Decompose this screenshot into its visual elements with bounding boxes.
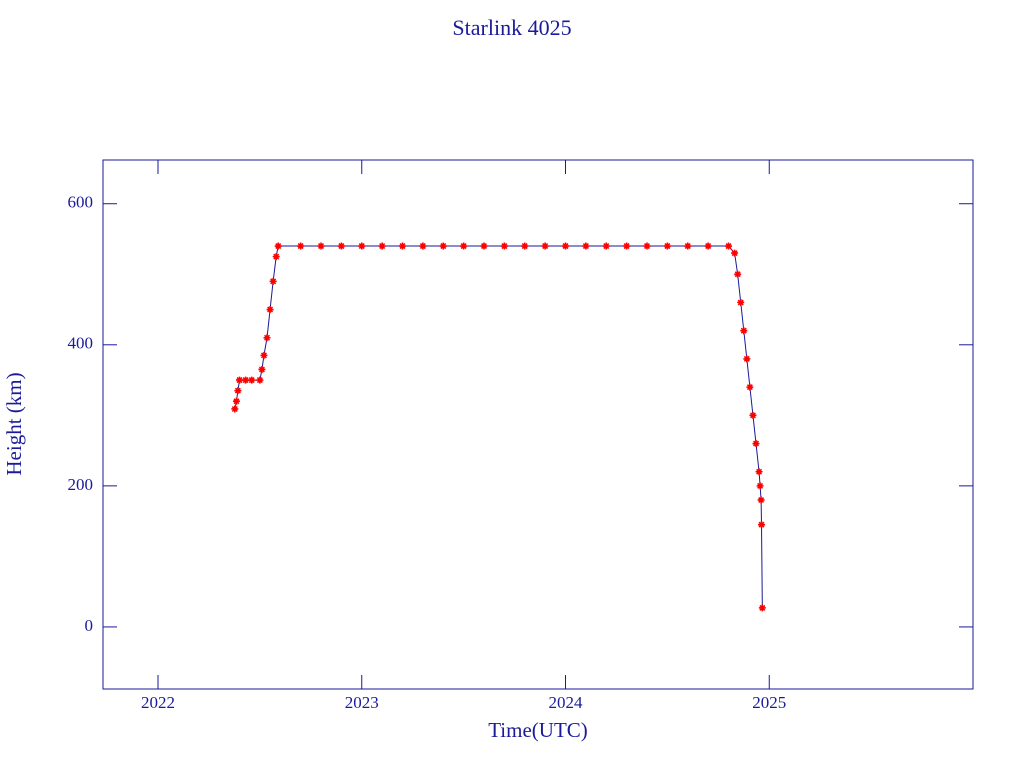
- plot-frame: [102, 159, 974, 690]
- data-point: [623, 242, 631, 250]
- data-point: [317, 242, 325, 250]
- data-point: [755, 468, 763, 476]
- data-point: [758, 521, 766, 529]
- x-tick-label: 2022: [141, 693, 175, 712]
- data-point: [439, 242, 447, 250]
- data-point: [269, 277, 277, 285]
- data-point: [734, 270, 742, 278]
- data-point: [500, 242, 508, 250]
- data-point: [419, 242, 427, 250]
- data-point: [236, 376, 244, 384]
- data-point: [562, 242, 570, 250]
- data-point: [248, 376, 256, 384]
- data-point: [337, 242, 345, 250]
- data-point: [234, 387, 242, 395]
- data-point: [752, 440, 760, 448]
- data-point: [358, 242, 366, 250]
- data-point: [740, 327, 748, 335]
- data-point: [460, 242, 468, 250]
- data-point: [684, 242, 692, 250]
- x-tick-label: 2024: [549, 693, 584, 712]
- data-point: [541, 242, 549, 250]
- data-point: [521, 242, 529, 250]
- data-point: [725, 242, 733, 250]
- y-tick-label: 600: [68, 193, 94, 212]
- data-point: [582, 242, 590, 250]
- data-point: [260, 351, 268, 359]
- data-point: [256, 376, 264, 384]
- data-point: [297, 242, 305, 250]
- data-point: [232, 397, 240, 405]
- data-point: [731, 249, 739, 257]
- data-point: [272, 253, 280, 261]
- x-axis-label: Time(UTC): [488, 718, 588, 742]
- data-point: [602, 242, 610, 250]
- y-tick-label: 400: [68, 334, 94, 353]
- data-point: [242, 376, 250, 384]
- data-point: [378, 242, 386, 250]
- data-point: [746, 383, 754, 391]
- data-point: [757, 496, 765, 504]
- data-point: [758, 604, 766, 612]
- data-point: [399, 242, 407, 250]
- x-tick-label: 2023: [345, 693, 379, 712]
- data-point: [263, 334, 271, 342]
- data-point: [274, 242, 282, 250]
- series-line: [234, 245, 763, 608]
- data-point: [231, 405, 239, 413]
- data-point: [258, 365, 266, 373]
- data-point: [737, 298, 745, 306]
- data-point: [480, 242, 488, 250]
- data-point: [704, 242, 712, 250]
- y-tick-label: 0: [85, 616, 94, 635]
- y-tick-label: 200: [68, 475, 94, 494]
- y-axis-label: Height (km): [2, 372, 26, 475]
- data-point: [643, 242, 651, 250]
- data-point: [663, 242, 671, 250]
- data-point: [749, 411, 757, 419]
- data-point: [743, 355, 751, 363]
- chart-title: Starlink 4025: [452, 15, 571, 40]
- data-point: [266, 306, 274, 314]
- data-point: [756, 482, 764, 490]
- x-tick-label: 2025: [752, 693, 786, 712]
